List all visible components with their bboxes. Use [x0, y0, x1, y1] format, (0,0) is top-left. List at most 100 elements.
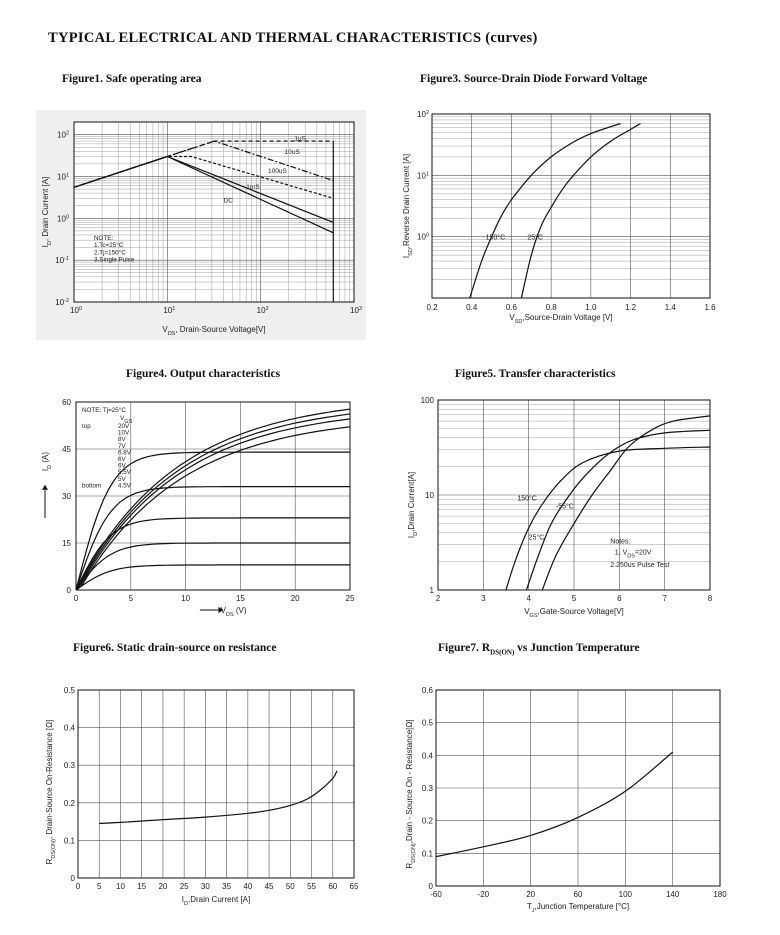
- fig6-xtick-label: 10: [116, 882, 125, 891]
- fig3-xtick-label: 0.4: [466, 303, 478, 312]
- fig5-label-m55c: -55°C: [556, 503, 574, 511]
- fig7-xtick-label: -20: [478, 890, 490, 899]
- fig4-note-header: NOTE: Tj=25°C: [82, 406, 126, 414]
- fig3-ytick-label: 100: [417, 233, 429, 242]
- fig7-ytick-label: 0.4: [422, 751, 434, 760]
- fig5-xtick-label: 5: [572, 594, 577, 603]
- figure7-caption-prefix: Figure7. R: [438, 642, 491, 654]
- fig6-xtick-label: 0: [76, 882, 81, 891]
- fig1-note-line: 2.Tj=150°C: [94, 248, 126, 256]
- fig4-xtick-label: 15: [236, 594, 245, 603]
- fig4-vgs-value: 5.5V: [118, 469, 132, 476]
- fig1-ytick-label: 102: [57, 131, 69, 140]
- fig4-ytick-label: 60: [62, 398, 71, 407]
- fig1-label-dc: DC: [224, 197, 234, 204]
- fig4-vgs-value: 7V: [118, 443, 127, 450]
- fig7-xtick-label: 60: [574, 890, 583, 899]
- fig5-note-line: 1. VDS=20V: [615, 550, 652, 560]
- fig1-ytick-label: 100: [57, 214, 69, 223]
- figure7-caption-suffix: vs Junction Temperature: [514, 642, 640, 654]
- fig6-xtick-label: 50: [286, 882, 295, 891]
- figure3-caption: Figure3. Source-Drain Diode Forward Volt…: [420, 73, 648, 85]
- fig6-xtick-label: 60: [328, 882, 337, 891]
- fig6-ytick-label: 0.5: [64, 686, 76, 695]
- fig7-ytick-label: 0.6: [422, 686, 434, 695]
- fig7-xtick-label: -60: [430, 890, 442, 899]
- fig1-series-DC: [73, 155, 334, 234]
- fig6-frame: [77, 689, 355, 879]
- fig3-ylabel: ISD,Reverse Drain Current [A]: [402, 154, 414, 258]
- fig6-ytick-label: 0.4: [64, 724, 76, 733]
- fig6-xlabel: ID,Drain Current [A]: [182, 895, 250, 907]
- fig5-note-line: Notes:: [610, 538, 630, 545]
- fig4-ytick-label: 45: [62, 445, 71, 454]
- figure7-caption-sub: DS(ON): [490, 648, 515, 657]
- fig1-ylabel: ID, Drain Current [A]: [41, 177, 53, 248]
- fig1-ytick-label: 101: [57, 172, 69, 181]
- figure1-chart: 100 101 102 103 102 101 100 10-1 10-2 VDS, Drain-…: [36, 110, 366, 340]
- fig7-ytick-label: 0.1: [422, 849, 434, 858]
- fig4-ytick-label: 0: [67, 586, 72, 595]
- fig4-vgs-value: 6V: [118, 456, 127, 463]
- fig1-xtick-label: 101: [163, 306, 175, 315]
- fig3-ytick-label: 102: [417, 110, 429, 119]
- fig4-curve-vgs-8V: [75, 418, 351, 591]
- fig7-ytick-label: 0.5: [422, 719, 434, 728]
- fig7-frame: [435, 689, 721, 887]
- fig4-xtick-label: 10: [181, 594, 190, 603]
- figure3-chart: 0.2 0.4 0.6 0.8 1.0 1.2 1.4 1.6 102 101 100 VSD,Sou…: [402, 110, 716, 325]
- fig6-xtick-label: 40: [243, 882, 252, 891]
- fig5-xlabel: VGS,Gate-Source Voltage[V]: [524, 607, 624, 619]
- fig1-label-10us: 10uS: [284, 149, 300, 156]
- fig7-xtick-label: 100: [619, 890, 633, 899]
- fig4-vgs-value: 5V: [118, 476, 127, 483]
- fig4-vgs-value: 10V: [118, 430, 130, 437]
- fig1-label-1us: 1uS: [294, 136, 306, 143]
- fig3-xtick-label: 1.6: [704, 303, 716, 312]
- fig6-ylabel: RDS(ON), Drain-Source On-Resistance [Ω]: [45, 720, 57, 865]
- fig5-ytick-label: 10: [425, 491, 434, 500]
- fig5-xtick-label: 2: [436, 594, 441, 603]
- fig1-frame: [73, 121, 355, 303]
- fig6-ytick-label: 0.2: [64, 799, 76, 808]
- fig7-xtick-label: 180: [713, 890, 727, 899]
- fig3-xlabel: VSD,Source-Drain Voltage [V]: [509, 313, 612, 325]
- figure4-chart: 0 5 10 15 20 25 60 45 30 15 0 VDS (V) ID (A) NOTE: Tj…: [41, 398, 355, 618]
- fig4-curve-vgs-5V: [75, 542, 350, 591]
- fig6-series-rdson: [99, 770, 338, 825]
- fig3-xtick-label: 1.0: [585, 303, 597, 312]
- fig1-plot-area: [74, 122, 354, 302]
- fig4-xtick-label: 25: [346, 594, 355, 603]
- fig6-ytick-label: 0.3: [64, 761, 76, 770]
- fig3-xtick-label: 0.8: [546, 303, 558, 312]
- fig5-xtick-label: 7: [662, 594, 667, 603]
- fig1-xtick-label: 100: [70, 306, 82, 315]
- fig7-xtick-label: 140: [666, 890, 680, 899]
- fig1-label-1ms: 1mS: [246, 184, 260, 191]
- fig6-xtick-label: 20: [158, 882, 167, 891]
- fig4-xlabel: VDS (V): [221, 606, 247, 618]
- fig3-ytick-label: 101: [417, 171, 429, 180]
- fig4-curve-vgs-7V: [75, 426, 351, 591]
- fig5-xtick-label: 6: [617, 594, 622, 603]
- fig4-curve-vgs-6.8V: [75, 451, 350, 591]
- fig4-curve-vgs-5.5V: [75, 517, 350, 591]
- fig6-xtick-label: 55: [307, 882, 316, 891]
- fig5-series-150°C: [505, 446, 711, 591]
- fig4-curve-vgs-10V: [75, 413, 351, 591]
- fig6-xtick-label: 65: [350, 882, 359, 891]
- figure6-caption: Figure6. Static drain-source on resistan…: [73, 642, 277, 654]
- fig3-label-25c: 25°C: [527, 233, 543, 241]
- fig5-ylabel: ID,Drain Current[A]: [407, 472, 419, 538]
- fig4-xaxis-arrowhead: [218, 607, 224, 613]
- fig1-label-100us: 100uS: [268, 168, 287, 175]
- fig6-ytick-label: 0: [71, 874, 76, 883]
- page-title: TYPICAL ELECTRICAL AND THERMAL CHARACTER…: [48, 30, 538, 46]
- fig6-xtick-label: 15: [137, 882, 146, 891]
- fig1-ytick-label: 10-1: [55, 256, 69, 265]
- figure4-caption: Figure4. Output characteristics: [126, 368, 281, 380]
- fig4-top-label: top: [82, 423, 91, 430]
- fig7-series-rdson: [435, 751, 674, 858]
- fig4-vgs-value: 4.5V: [118, 482, 132, 489]
- fig6-ytick-label: 0.1: [64, 836, 76, 845]
